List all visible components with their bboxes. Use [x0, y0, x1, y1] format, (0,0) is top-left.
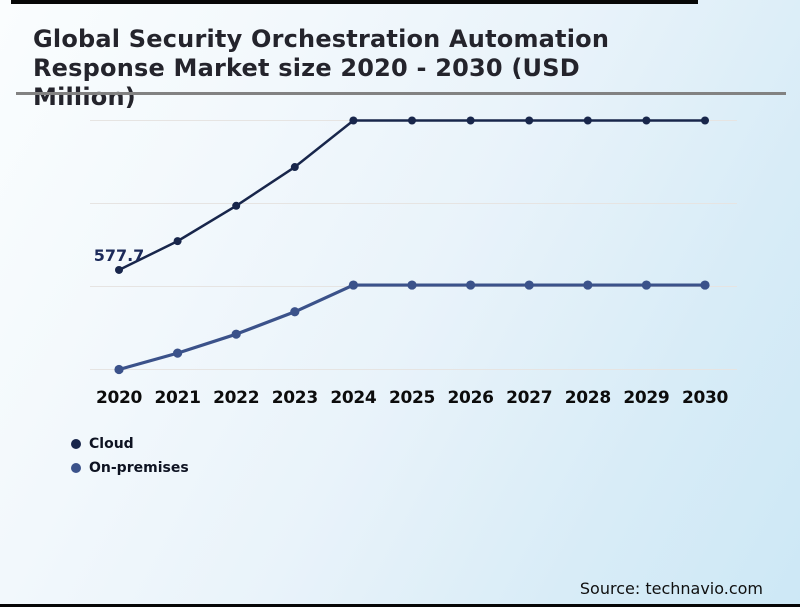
data-point [231, 329, 241, 339]
data-point [349, 116, 358, 125]
chart-title-line: Million) [33, 83, 136, 111]
data-point [525, 116, 534, 125]
x-tick-label: 2022 [213, 388, 259, 408]
x-tick-label: 2025 [389, 388, 435, 408]
data-point [524, 280, 534, 290]
data-point [466, 116, 475, 125]
x-tick-label: 2020 [96, 388, 143, 408]
x-tick-label: 2027 [506, 388, 552, 408]
data-point [583, 280, 593, 290]
chart-legend: Cloud On-premises [71, 432, 189, 480]
title-divider [16, 92, 786, 95]
data-point-label: 577.7 [94, 246, 145, 265]
legend-item-cloud: Cloud [71, 432, 189, 456]
series-line-on-premises [117, 283, 707, 372]
data-point [114, 364, 124, 375]
chart-title-line: Response Market size 2020 - 2030 (USD [33, 54, 580, 82]
cloud-legend-dot-icon [71, 439, 81, 449]
data-point [232, 201, 241, 210]
data-point [408, 116, 416, 125]
data-point [700, 280, 710, 290]
data-point [466, 280, 476, 290]
source-attribution: Source: technavio.com [579, 579, 763, 598]
x-tick-label: 2030 [682, 388, 729, 408]
data-point [173, 237, 182, 246]
legend-item-on-premises: On-premises [71, 456, 189, 480]
on-premises-legend-dot-icon [71, 463, 81, 473]
top-accent-bar [11, 0, 698, 4]
data-point [290, 307, 300, 317]
x-tick-label: 2023 [272, 388, 318, 408]
x-tick-label: 2028 [565, 388, 611, 408]
x-tick-label: 2029 [623, 388, 669, 408]
chart-title: Global Security Orchestration Automation… [33, 25, 743, 112]
data-point [348, 280, 358, 290]
x-tick-label: 2026 [448, 388, 494, 408]
data-point [583, 116, 592, 125]
data-point [701, 116, 709, 125]
data-point [641, 280, 652, 290]
legend-label-cloud: Cloud [89, 436, 134, 452]
data-point [642, 116, 651, 125]
chart-title-line: Global Security Orchestration Automation [33, 25, 610, 53]
series-line-cloud [117, 119, 707, 272]
data-point [173, 348, 183, 358]
data-point [407, 280, 417, 290]
legend-label-on-premises: On-premises [89, 460, 189, 476]
bottom-border [0, 604, 800, 607]
data-point [290, 163, 299, 172]
data-point [115, 265, 123, 274]
bottom-margin [0, 607, 800, 610]
x-tick-label: 2024 [330, 388, 377, 408]
x-tick-label: 2021 [155, 388, 201, 408]
